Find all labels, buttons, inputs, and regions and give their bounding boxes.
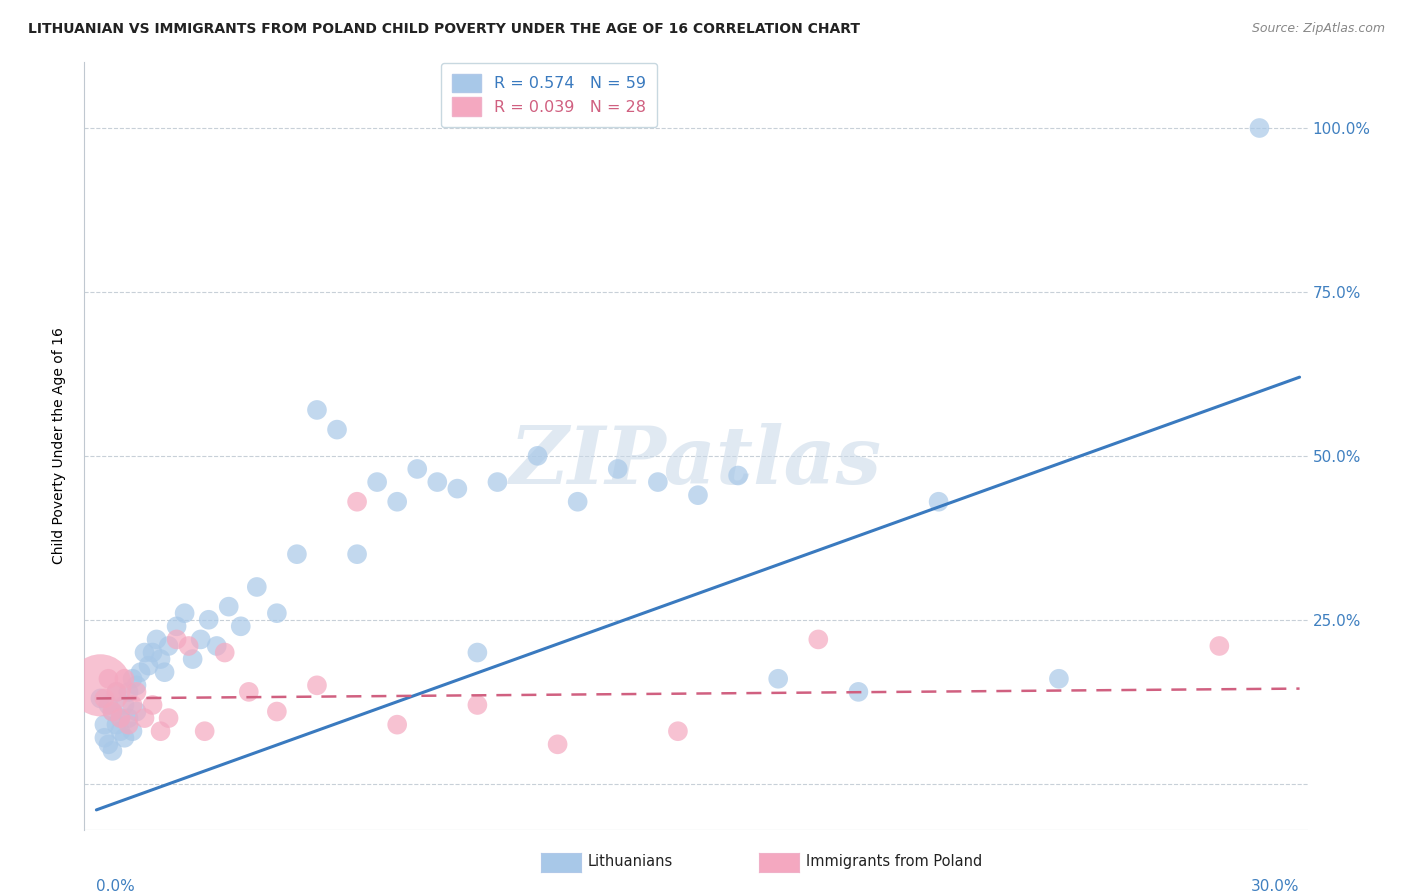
Point — [121, 698, 143, 712]
Text: 0.0%: 0.0% — [97, 879, 135, 892]
Point — [547, 737, 569, 751]
Point — [218, 599, 240, 614]
Point — [117, 717, 139, 731]
Point — [141, 646, 163, 660]
Legend: R = 0.574   N = 59, R = 0.039   N = 28: R = 0.574 N = 59, R = 0.039 N = 28 — [441, 62, 657, 127]
Point — [326, 423, 349, 437]
Text: Lithuanians: Lithuanians — [588, 855, 673, 869]
Point — [153, 665, 176, 680]
Point — [246, 580, 269, 594]
Point — [928, 494, 950, 508]
Point — [93, 691, 115, 706]
Text: ZIPatlas: ZIPatlas — [510, 423, 882, 500]
Point — [157, 711, 180, 725]
Point — [89, 691, 111, 706]
Point — [766, 672, 789, 686]
Point — [117, 711, 139, 725]
Point — [149, 652, 172, 666]
Point — [446, 482, 468, 496]
Point — [1047, 672, 1070, 686]
Point — [366, 475, 388, 489]
Point — [125, 705, 148, 719]
Point — [110, 711, 132, 725]
Point — [197, 613, 219, 627]
Point — [346, 547, 368, 561]
Point — [166, 632, 188, 647]
Point — [145, 632, 167, 647]
Text: Source: ZipAtlas.com: Source: ZipAtlas.com — [1251, 22, 1385, 36]
Point — [97, 737, 120, 751]
Point — [93, 731, 115, 745]
Point — [807, 632, 830, 647]
Point — [114, 672, 136, 686]
Point — [101, 705, 124, 719]
Point — [110, 711, 132, 725]
Point — [181, 652, 204, 666]
Point — [121, 724, 143, 739]
Point — [149, 724, 172, 739]
Point — [138, 658, 160, 673]
Text: 30.0%: 30.0% — [1251, 879, 1299, 892]
Point — [89, 678, 111, 692]
Point — [385, 494, 408, 508]
Point — [305, 678, 328, 692]
Point — [467, 646, 489, 660]
Point — [467, 698, 489, 712]
Point — [666, 724, 689, 739]
Point — [285, 547, 308, 561]
Point — [114, 731, 136, 745]
Point — [141, 698, 163, 712]
Point — [105, 717, 128, 731]
Point — [406, 462, 429, 476]
Point — [305, 403, 328, 417]
Text: LITHUANIAN VS IMMIGRANTS FROM POLAND CHILD POVERTY UNDER THE AGE OF 16 CORRELATI: LITHUANIAN VS IMMIGRANTS FROM POLAND CHI… — [28, 22, 860, 37]
Point — [686, 488, 709, 502]
Point — [101, 744, 124, 758]
Point — [105, 685, 128, 699]
Point — [129, 665, 152, 680]
Point — [166, 619, 188, 633]
Point — [190, 632, 212, 647]
Point — [125, 678, 148, 692]
Point — [134, 646, 156, 660]
Point — [426, 475, 449, 489]
Point — [134, 711, 156, 725]
Y-axis label: Child Poverty Under the Age of 16: Child Poverty Under the Age of 16 — [52, 327, 66, 565]
Point — [848, 685, 870, 699]
Point — [486, 475, 509, 489]
Text: Immigrants from Poland: Immigrants from Poland — [806, 855, 981, 869]
Point — [238, 685, 260, 699]
Point — [157, 639, 180, 653]
Point — [606, 462, 628, 476]
Point — [346, 494, 368, 508]
Point — [177, 639, 200, 653]
Point — [385, 717, 408, 731]
Point — [266, 606, 288, 620]
Point — [214, 646, 236, 660]
Point — [727, 468, 749, 483]
Point — [117, 685, 139, 699]
Point — [1208, 639, 1230, 653]
Point — [647, 475, 669, 489]
Point — [105, 685, 128, 699]
Point — [110, 724, 132, 739]
Point — [114, 698, 136, 712]
Point — [97, 672, 120, 686]
Point — [567, 494, 589, 508]
Point — [205, 639, 228, 653]
Point — [125, 685, 148, 699]
Point — [101, 705, 124, 719]
Point — [97, 698, 120, 712]
Point — [93, 717, 115, 731]
Point — [121, 672, 143, 686]
Point — [266, 705, 288, 719]
Point — [173, 606, 195, 620]
Point — [1249, 121, 1271, 136]
Point — [526, 449, 548, 463]
Point — [229, 619, 252, 633]
Point — [194, 724, 217, 739]
